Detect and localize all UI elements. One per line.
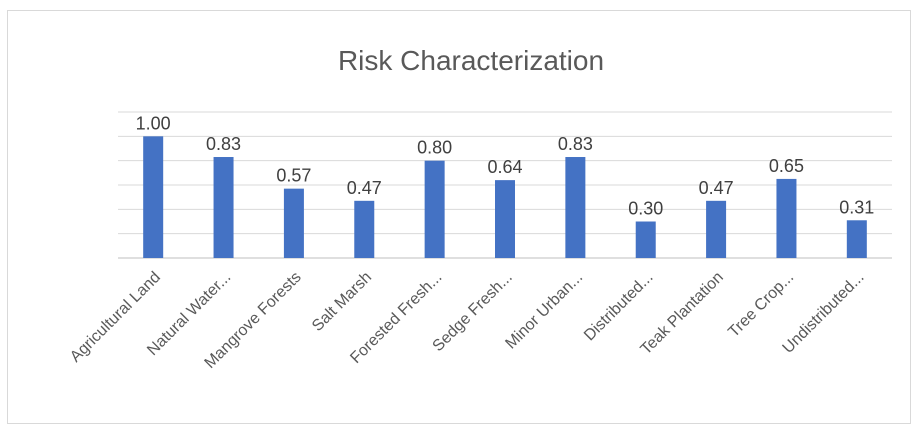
value-label-11: 0.31 xyxy=(839,197,874,217)
bar-6 xyxy=(495,180,515,258)
value-label-10: 0.65 xyxy=(769,156,804,176)
value-label-3: 0.57 xyxy=(276,166,311,186)
bar-3 xyxy=(283,188,304,258)
value-label-1: 1.00 xyxy=(136,113,171,133)
category-label-4: Salt Marsh xyxy=(309,269,375,335)
value-label-7: 0.83 xyxy=(558,134,593,154)
bar-2 xyxy=(213,157,234,258)
value-labels-group: 1.00 0.83 0.57 0.47 0.80 0.64 0.83 0.30 0.47 0.65… xyxy=(136,113,875,218)
grid-lines xyxy=(118,111,892,259)
bars-group xyxy=(143,136,867,258)
bar-4 xyxy=(354,200,375,258)
bar-5 xyxy=(424,160,445,258)
bar-11 xyxy=(846,220,867,258)
bar-10 xyxy=(776,178,797,258)
bar-8 xyxy=(635,221,656,258)
value-label-6: 0.64 xyxy=(487,157,522,177)
value-label-8: 0.30 xyxy=(628,199,663,219)
bar-9 xyxy=(706,200,727,258)
category-label-10: Tree Crop... xyxy=(725,269,797,341)
value-label-4: 0.47 xyxy=(347,178,382,198)
bar-1 xyxy=(143,136,164,258)
category-label-8: Distributed... xyxy=(581,269,657,345)
value-label-9: 0.47 xyxy=(699,178,734,198)
value-label-2: 0.83 xyxy=(206,134,241,154)
value-label-5: 0.80 xyxy=(417,138,452,158)
bar-7 xyxy=(565,157,586,258)
chart-title: Risk Characterization xyxy=(338,45,604,76)
